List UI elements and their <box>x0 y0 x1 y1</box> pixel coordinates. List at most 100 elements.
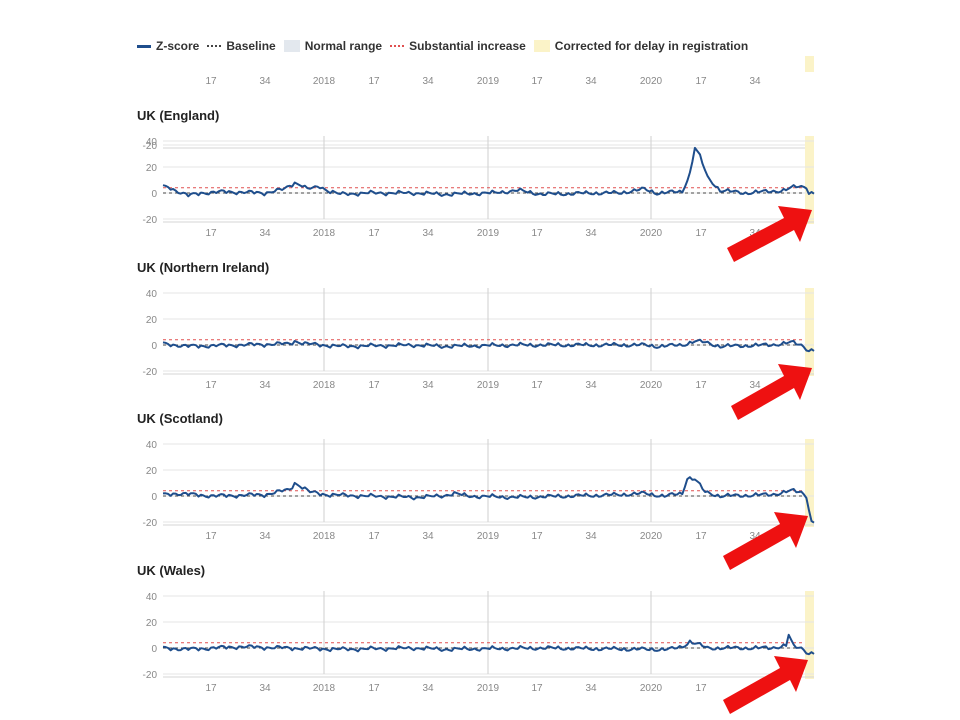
x-tick-label: 2018 <box>313 76 336 87</box>
legend-item-substantial-increase[interactable]: Substantial increase <box>390 39 526 53</box>
x-tick-label: 17 <box>368 531 380 542</box>
chart-title-scotland: UK (Scotland) <box>137 411 223 426</box>
chart-title-northern-ireland: UK (Northern Ireland) <box>137 260 270 275</box>
x-tick-label: 2020 <box>640 380 663 391</box>
x-tick-label: 2019 <box>477 531 500 542</box>
x-tick-label: 2018 <box>313 228 336 239</box>
x-tick-label: 34 <box>422 380 434 391</box>
zscore-line <box>162 146 815 198</box>
y-tick-label: 40 <box>146 289 158 300</box>
x-tick-label: 17 <box>695 531 707 542</box>
legend-item-corrected[interactable]: Corrected for delay in registration <box>533 39 749 53</box>
legend-item-baseline[interactable]: Baseline <box>207 39 276 53</box>
x-tick-label: 34 <box>259 380 271 391</box>
chart-title-england: UK (England) <box>137 108 220 123</box>
y-tick-label: -20 <box>143 215 158 226</box>
legend-substantial-increase-label: Substantial increase <box>409 39 526 53</box>
y-tick-label: 0 <box>151 644 157 655</box>
x-tick-label: 34 <box>422 228 434 239</box>
chart-panel: -20 17 34 2018 17 34 2019 17 34 2020 17 34 <box>143 56 814 152</box>
x-tick-label: 17 <box>205 380 217 391</box>
x-tick-label: 17 <box>205 76 217 87</box>
zscore-line <box>162 338 815 353</box>
x-tick-label: 34 <box>585 380 597 391</box>
x-tick-label: 2018 <box>313 683 336 694</box>
x-tick-label: 17 <box>368 76 380 87</box>
x-tick-label: 17 <box>368 228 380 239</box>
x-tick-label: 34 <box>259 683 271 694</box>
legend-zscore-label: Z-score <box>156 39 200 53</box>
x-tick-label: 17 <box>368 380 380 391</box>
x-tick-label: 34 <box>422 683 434 694</box>
x-tick-label: 34 <box>585 531 597 542</box>
corrected-band <box>805 439 814 527</box>
x-tick-label: 17 <box>205 228 217 239</box>
corrected-band <box>805 136 814 224</box>
legend-normal-range-label: Normal range <box>304 39 383 53</box>
red-arrow-icon <box>731 364 812 420</box>
x-tick-label: 2019 <box>477 76 500 87</box>
x-tick-label: 17 <box>368 683 380 694</box>
x-tick-label: 17 <box>531 76 543 87</box>
y-tick-label: -20 <box>143 141 158 152</box>
x-tick-label: 34 <box>749 76 761 87</box>
x-tick-label: 2019 <box>477 380 500 391</box>
y-tick-label: 0 <box>151 341 157 352</box>
x-tick-label: 34 <box>259 76 271 87</box>
x-tick-label: 34 <box>259 228 271 239</box>
corrected-band <box>805 56 814 72</box>
corrected-band <box>805 288 814 376</box>
legend-corrected-label: Corrected for delay in registration <box>554 39 749 53</box>
corrected-band <box>805 591 814 679</box>
x-tick-label: 34 <box>585 76 597 87</box>
y-tick-label: -20 <box>143 367 158 378</box>
chart-title-wales: UK (Wales) <box>137 563 206 578</box>
red-arrow-icon <box>727 206 812 262</box>
chart-legend: Z-score Baseline Normal range Substantia… <box>137 37 756 55</box>
x-tick-label: 17 <box>205 683 217 694</box>
y-tick-label: 20 <box>146 466 158 477</box>
zscore-line <box>162 633 815 656</box>
x-tick-label: 34 <box>422 531 434 542</box>
x-tick-label: 17 <box>695 683 707 694</box>
x-tick-label: 2020 <box>640 76 663 87</box>
y-tick-label: -20 <box>143 518 158 529</box>
y-tick-label: 40 <box>146 592 158 603</box>
y-tick-label: 20 <box>146 315 158 326</box>
x-tick-label: 2019 <box>477 228 500 239</box>
red-arrow-icon <box>723 656 808 714</box>
y-tick-label: 20 <box>146 163 158 174</box>
x-tick-label: 34 <box>422 76 434 87</box>
y-tick-label: 0 <box>151 189 157 200</box>
x-tick-label: 17 <box>695 380 707 391</box>
y-tick-label: 20 <box>146 618 158 629</box>
x-tick-label: 34 <box>585 683 597 694</box>
x-tick-label: 17 <box>695 76 707 87</box>
substantial-increase-swatch-icon <box>390 45 405 47</box>
legend-item-normal-range[interactable]: Normal range <box>283 39 383 53</box>
corrected-swatch-icon <box>533 40 550 52</box>
x-tick-label: 17 <box>531 683 543 694</box>
x-tick-label: 2020 <box>640 683 663 694</box>
x-tick-label: 17 <box>531 228 543 239</box>
red-arrow-icon <box>723 512 808 570</box>
zscore-swatch-icon <box>137 44 151 48</box>
x-tick-label: 34 <box>259 531 271 542</box>
x-tick-label: 17 <box>695 228 707 239</box>
y-tick-label: 40 <box>146 137 158 148</box>
x-tick-label: 17 <box>205 531 217 542</box>
x-tick-label: 2019 <box>477 683 500 694</box>
y-tick-label: 0 <box>151 492 157 503</box>
legend-item-zscore[interactable]: Z-score <box>137 39 199 53</box>
legend-baseline-label: Baseline <box>226 39 276 53</box>
x-tick-label: 2020 <box>640 531 663 542</box>
x-tick-label: 2018 <box>313 531 336 542</box>
x-tick-label: 34 <box>585 228 597 239</box>
x-tick-label: 2018 <box>313 380 336 391</box>
y-tick-label: -20 <box>143 670 158 681</box>
x-tick-label: 34 <box>749 531 761 542</box>
